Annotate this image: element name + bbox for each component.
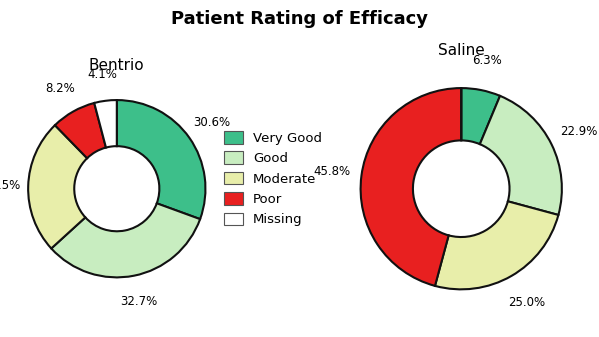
Text: Patient Rating of Efficacy: Patient Rating of Efficacy: [171, 10, 428, 28]
Title: Bentrio: Bentrio: [89, 58, 144, 72]
Text: 32.7%: 32.7%: [120, 295, 158, 308]
Wedge shape: [480, 96, 562, 215]
Wedge shape: [461, 88, 500, 144]
Title: Saline: Saline: [438, 42, 485, 58]
Legend: Very Good, Good, Moderate, Poor, Missing: Very Good, Good, Moderate, Poor, Missing: [220, 127, 326, 230]
Text: 45.8%: 45.8%: [313, 165, 350, 178]
Wedge shape: [28, 125, 87, 248]
Text: 25.0%: 25.0%: [508, 296, 545, 309]
Wedge shape: [361, 88, 461, 286]
Text: 30.6%: 30.6%: [193, 116, 230, 129]
Text: 24.5%: 24.5%: [0, 179, 20, 192]
Text: 8.2%: 8.2%: [45, 82, 75, 95]
Text: 22.9%: 22.9%: [560, 125, 597, 138]
Wedge shape: [117, 100, 205, 219]
Wedge shape: [52, 203, 200, 277]
Wedge shape: [55, 103, 106, 158]
Text: 6.3%: 6.3%: [472, 54, 502, 67]
Text: 4.1%: 4.1%: [87, 68, 117, 81]
Wedge shape: [94, 100, 117, 148]
Wedge shape: [435, 201, 558, 289]
